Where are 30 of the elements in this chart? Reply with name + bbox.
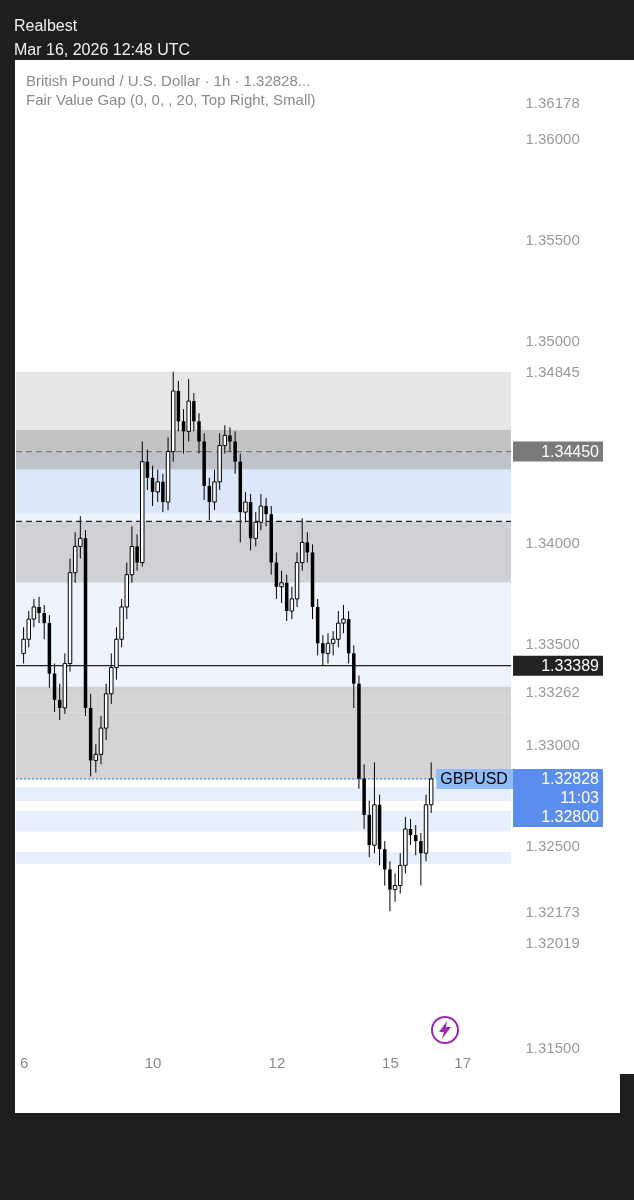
candlestick [233, 430, 237, 475]
x-tick-label: 17 [454, 1053, 471, 1071]
ref-line-label: 1.34450 [541, 442, 600, 460]
y-tick-label: 1.35000 [525, 332, 580, 350]
y-tick-label: 1.33262 [525, 682, 580, 700]
candlestick [42, 604, 46, 640]
ref-line-label: 1.32828 11:03 1.32800 [541, 769, 600, 825]
y-tick-label: 1.36178 [525, 94, 580, 112]
x-tick-label: 10 [144, 1053, 162, 1071]
y-tick-label: 1.34000 [525, 533, 580, 551]
y-tick-label: 1.32173 [525, 902, 580, 920]
x-tick-label: 12 [268, 1053, 286, 1071]
text: Realbest [14, 16, 79, 36]
x-tick-label: 15 [382, 1053, 399, 1071]
y-tick-label: 1.35500 [525, 231, 580, 249]
y-tick-label: 1.31500 [525, 1038, 580, 1056]
ref-line-label: 1.33389 [541, 656, 600, 674]
text: Fair Value Gap (0, 0, , 20, Top Right, Small) [26, 91, 316, 108]
text: Mar 16, 2026 12:48 UTC [14, 40, 191, 60]
y-tick-label: 1.32019 [525, 933, 580, 951]
candlestick [383, 840, 387, 887]
y-tick-label: 1.36000 [525, 130, 580, 148]
candlestick [197, 412, 201, 455]
x-tick-label: 6 [19, 1053, 29, 1071]
y-tick-label: 1.33500 [525, 634, 580, 652]
text: British Pound / U.S. Dollar · 1h · 1.32828... [26, 72, 311, 89]
series-label: GBPUSD [440, 769, 508, 787]
y-tick-label: 1.34845 [525, 363, 580, 381]
y-tick-label: 1.33000 [525, 735, 580, 753]
y-tick-label: 1.32500 [525, 836, 580, 854]
